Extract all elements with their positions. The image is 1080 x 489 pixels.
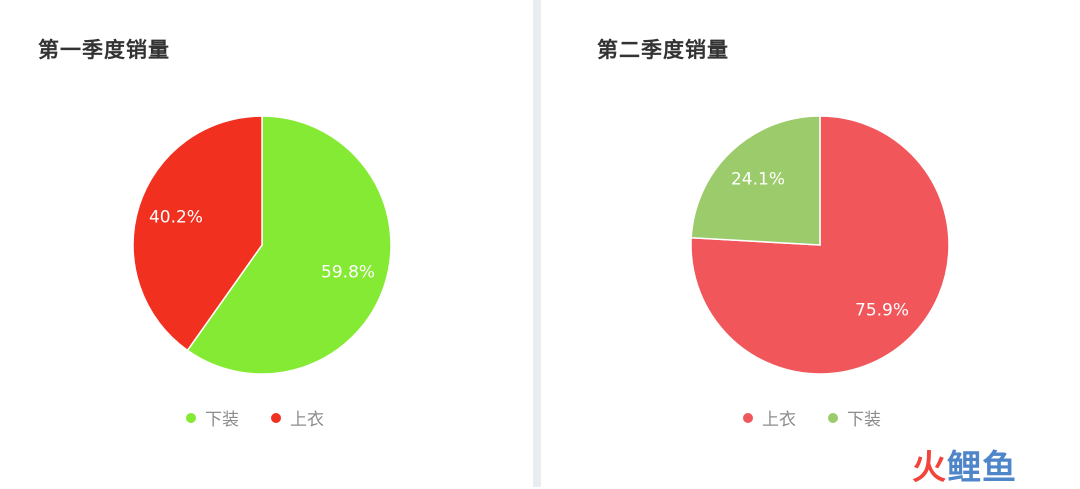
pie-slice-bottoms[interactable]: [186, 115, 392, 375]
pie-slice-bottoms[interactable]: [690, 115, 821, 246]
legend-label: 上衣: [762, 410, 796, 430]
pie-data-label: 75.9%: [855, 301, 909, 321]
legend-dot-icon: [186, 412, 196, 423]
chart-panel-q1: 第一季度销量 59.8% 40.2% 下装 上衣: [0, 0, 533, 487]
chart-title-q1: 第一季度销量: [38, 38, 170, 62]
watermark-part-2: 鲤鱼: [947, 448, 1017, 488]
legend-item-bottoms[interactable]: 下装: [186, 405, 239, 430]
pie-chart-q2: 75.9% 24.1%: [690, 115, 950, 375]
legend-label: 下装: [847, 410, 881, 430]
legend-q2: 上衣 下装: [743, 405, 881, 430]
chart-panel-q2: 第二季度销量 75.9% 24.1% 上衣 下装: [541, 0, 1080, 487]
legend-item-bottoms[interactable]: 下装: [828, 405, 881, 430]
chart-title-q2: 第二季度销量: [597, 38, 729, 62]
watermark-logo: 火鲤鱼: [912, 440, 1017, 489]
pie-data-label: 40.2%: [149, 208, 203, 228]
legend-dot-icon: [271, 412, 281, 423]
legend-item-tops[interactable]: 上衣: [743, 405, 796, 430]
legend-dot-icon: [828, 412, 838, 423]
panel-divider: [533, 0, 541, 487]
legend-label: 下装: [205, 410, 239, 430]
legend-q1: 下装 上衣: [186, 405, 324, 430]
watermark-part-1: 火: [912, 448, 947, 488]
pie-chart-q1: 59.8% 40.2%: [132, 115, 392, 375]
legend-dot-icon: [743, 412, 753, 423]
legend-label: 上衣: [290, 410, 324, 430]
pie-slice-tops[interactable]: [132, 115, 263, 352]
pie-slice-tops[interactable]: [690, 115, 950, 375]
legend-item-tops[interactable]: 上衣: [271, 405, 324, 430]
pie-data-label: 59.8%: [321, 262, 375, 282]
pie-data-label: 24.1%: [731, 169, 785, 189]
